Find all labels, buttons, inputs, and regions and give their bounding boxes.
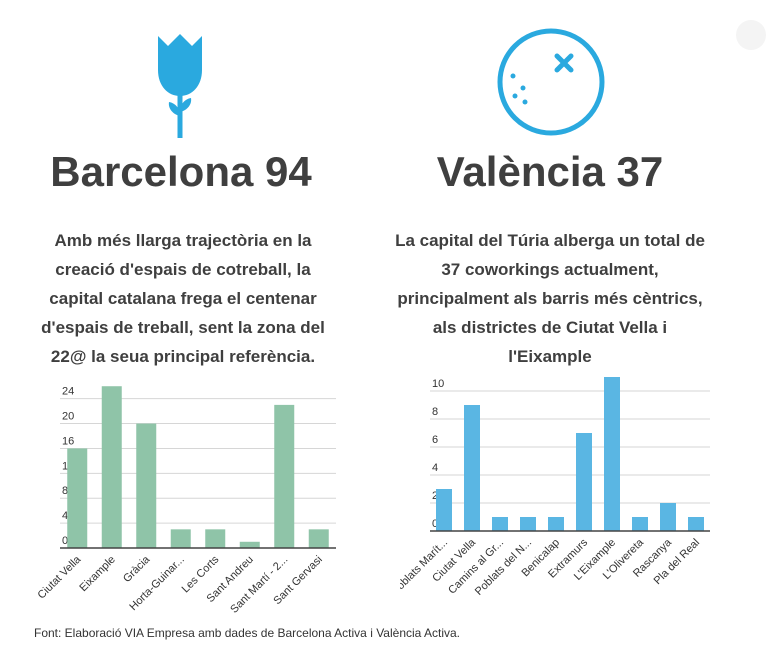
y-tick-label: 24 bbox=[62, 386, 74, 398]
y-tick-label: 20 bbox=[62, 411, 74, 423]
valencia-title: València 37 bbox=[436, 148, 664, 195]
bar bbox=[492, 517, 508, 531]
y-tick-label: 6 bbox=[432, 434, 438, 446]
bar bbox=[548, 517, 564, 531]
y-tick-label: 10 bbox=[432, 378, 444, 390]
bar bbox=[520, 517, 536, 531]
y-tick-label: 16 bbox=[62, 435, 74, 447]
bar bbox=[688, 517, 704, 531]
bar bbox=[604, 377, 620, 531]
corner-badge bbox=[736, 20, 766, 50]
x-tick-label: Eixample bbox=[77, 554, 117, 594]
bar bbox=[170, 529, 191, 548]
y-tick-label: 0 bbox=[432, 518, 438, 530]
rose-icon bbox=[158, 34, 202, 138]
y-tick-label: 0 bbox=[62, 535, 68, 547]
bar bbox=[205, 529, 226, 548]
bar bbox=[239, 541, 260, 548]
bar bbox=[308, 529, 329, 548]
bar bbox=[274, 404, 295, 548]
bar bbox=[464, 405, 480, 531]
bar bbox=[67, 448, 88, 548]
y-tick-label: 2 bbox=[432, 490, 438, 502]
barcelona-title: Barcelona 94 bbox=[50, 148, 312, 195]
bar bbox=[136, 423, 157, 548]
bar bbox=[632, 517, 648, 531]
y-tick-label: 4 bbox=[62, 510, 68, 522]
x-tick-label: Ciutat Vella bbox=[36, 553, 84, 601]
bar bbox=[436, 489, 452, 531]
valencia-description: La capital del Túria alberga un total de… bbox=[395, 231, 705, 366]
barcelona-description: Amb més llarga trajectòria en la creació… bbox=[41, 231, 325, 366]
y-tick-label: 8 bbox=[432, 406, 438, 418]
y-tick-label: 4 bbox=[432, 462, 438, 474]
bar bbox=[576, 433, 592, 531]
source-note: Font: Elaboració VIA Empresa amb dades d… bbox=[34, 626, 461, 640]
barcelona-chart: 04812162024Ciutat VellaEixampleGràciaHor… bbox=[36, 386, 336, 616]
x-tick-label: Gràcia bbox=[121, 553, 153, 585]
bar bbox=[660, 503, 676, 531]
orange-circle-icon bbox=[497, 28, 605, 136]
y-tick-label: 8 bbox=[62, 485, 68, 497]
bar bbox=[101, 386, 122, 548]
